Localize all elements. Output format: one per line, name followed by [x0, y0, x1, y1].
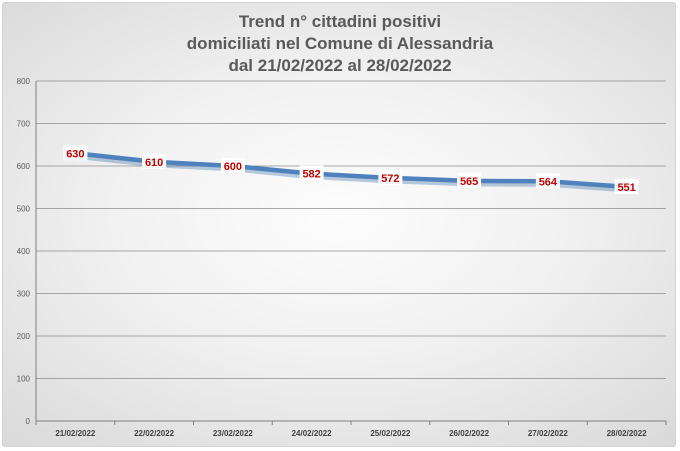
- x-tick-label: 23/02/2022: [213, 429, 254, 438]
- y-tick-label: 400: [17, 247, 31, 256]
- data-label-background: [63, 145, 88, 161]
- x-tick-label: 26/02/2022: [449, 429, 490, 438]
- data-label-background: [535, 173, 560, 189]
- y-tick-label: 200: [17, 332, 31, 341]
- chart-frame: [2, 2, 676, 447]
- data-label-background: [614, 178, 639, 194]
- x-tick-label: 27/02/2022: [528, 429, 569, 438]
- series-line: [73, 151, 629, 190]
- x-tick-label: 28/02/2022: [607, 429, 648, 438]
- data-label-background: [142, 153, 167, 169]
- gridlines: [36, 80, 666, 379]
- data-label: 565: [460, 176, 478, 188]
- y-tick-label: 600: [17, 162, 31, 171]
- data-label: 582: [302, 169, 320, 181]
- data-labels: 630 610 600 582 572 565 564 551: [63, 145, 639, 194]
- x-tick-label: 25/02/2022: [370, 429, 411, 438]
- chart-title-line-2: domiciliati nel Comune di Alessandria: [186, 34, 494, 53]
- y-tick-label: 500: [17, 205, 31, 214]
- data-label: 600: [224, 161, 242, 173]
- chart-title-line-1: Trend n° cittadini positivi: [238, 12, 442, 31]
- data-label: 564: [539, 176, 558, 188]
- axes: 0 100 200 300 400 500 600 700 800 21/02/2022 22/02…: [17, 77, 667, 438]
- y-tick-label: 800: [17, 77, 31, 86]
- data-label: 610: [145, 157, 163, 169]
- x-tick-label: 21/02/2022: [55, 429, 96, 438]
- x-tick-label: 22/02/2022: [134, 429, 175, 438]
- chart-title-line-3: dal 21/02/2022 al 28/02/2022: [228, 56, 452, 75]
- data-label: 551: [617, 182, 635, 194]
- data-label: 630: [66, 148, 84, 160]
- data-label-background: [299, 165, 324, 181]
- y-tick-label: 100: [17, 375, 31, 384]
- data-label-background: [220, 158, 245, 173]
- y-tick-label: 700: [17, 120, 31, 129]
- y-tick-label: 300: [17, 290, 31, 299]
- data-label-background: [378, 169, 403, 185]
- y-tick-label: 0: [26, 417, 31, 426]
- data-label-background: [457, 172, 482, 188]
- data-label: 572: [381, 173, 399, 185]
- x-tick-label: 24/02/2022: [292, 429, 333, 438]
